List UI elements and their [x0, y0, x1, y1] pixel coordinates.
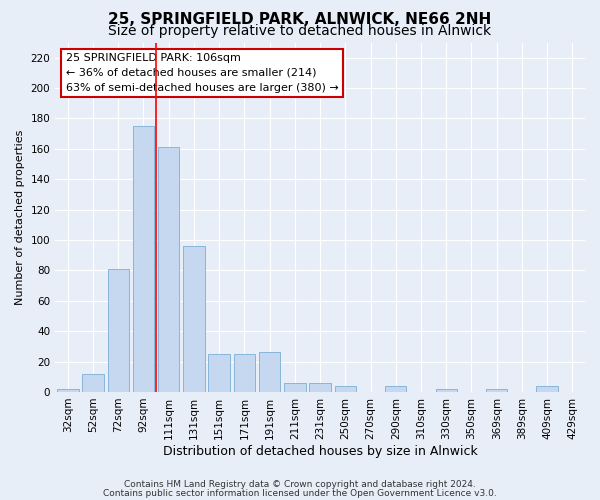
- Bar: [208, 354, 230, 392]
- Text: Size of property relative to detached houses in Alnwick: Size of property relative to detached ho…: [109, 24, 491, 38]
- Bar: [57, 389, 79, 392]
- Bar: [183, 246, 205, 392]
- Bar: [310, 383, 331, 392]
- Bar: [233, 354, 255, 392]
- Bar: [486, 389, 508, 392]
- Bar: [259, 352, 280, 392]
- Bar: [133, 126, 154, 392]
- Bar: [158, 148, 179, 392]
- Y-axis label: Number of detached properties: Number of detached properties: [15, 130, 25, 305]
- Bar: [436, 389, 457, 392]
- Bar: [536, 386, 558, 392]
- Text: 25, SPRINGFIELD PARK, ALNWICK, NE66 2NH: 25, SPRINGFIELD PARK, ALNWICK, NE66 2NH: [109, 12, 491, 28]
- Text: Contains HM Land Registry data © Crown copyright and database right 2024.: Contains HM Land Registry data © Crown c…: [124, 480, 476, 489]
- Bar: [82, 374, 104, 392]
- Bar: [284, 383, 305, 392]
- Text: 25 SPRINGFIELD PARK: 106sqm
← 36% of detached houses are smaller (214)
63% of se: 25 SPRINGFIELD PARK: 106sqm ← 36% of det…: [66, 53, 338, 92]
- Text: Contains public sector information licensed under the Open Government Licence v3: Contains public sector information licen…: [103, 488, 497, 498]
- Bar: [107, 269, 129, 392]
- Bar: [385, 386, 406, 392]
- Bar: [335, 386, 356, 392]
- X-axis label: Distribution of detached houses by size in Alnwick: Distribution of detached houses by size …: [163, 444, 478, 458]
